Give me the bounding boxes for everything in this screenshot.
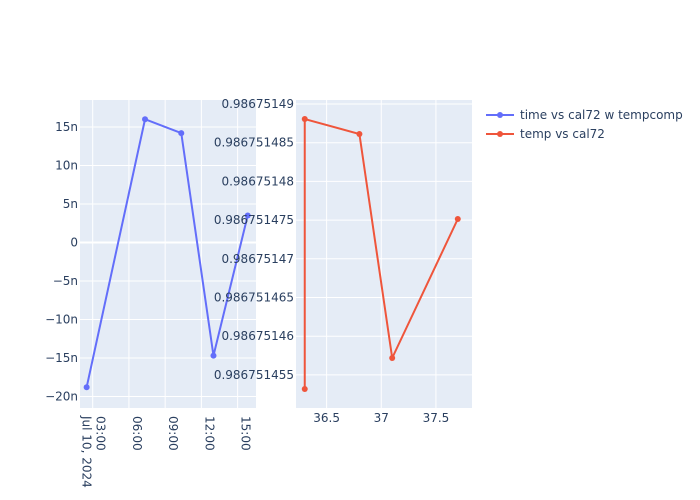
right-series-point xyxy=(389,355,396,361)
right-series-point xyxy=(301,116,308,122)
left-y-tick-label: 0 xyxy=(70,235,78,249)
left-y-tick-label: −10n xyxy=(45,312,78,326)
left-series-point xyxy=(210,352,217,359)
right-y-tick-label: 0.98675146 xyxy=(221,329,294,343)
right-x-tick-label: 37 xyxy=(374,411,389,425)
left-series-point xyxy=(178,130,185,137)
left-series-point xyxy=(83,384,90,391)
left-x-tick-label: 06:00 xyxy=(130,416,144,451)
legend: time vs cal72 w tempcomp temp vs cal72 xyxy=(486,108,683,141)
left-y-tick-label: −5n xyxy=(53,274,78,288)
left-x-tick-label: 12:00 xyxy=(202,416,216,451)
left-y-tick-label: −15n xyxy=(45,351,78,365)
right-x-tick-labels: 36.5 37 37.5 xyxy=(313,411,449,425)
right-series xyxy=(301,116,461,392)
right-y-tick-label: 0.986751465 xyxy=(214,291,294,305)
right-y-tick-label: 0.986751455 xyxy=(214,368,294,382)
legend-item[interactable]: temp vs cal72 xyxy=(486,127,605,141)
left-y-tick-label: −20n xyxy=(45,389,78,403)
left-series-point xyxy=(244,212,251,219)
left-series-point xyxy=(142,116,149,123)
legend-swatch-marker xyxy=(497,131,503,137)
right-x-tick-label: 36.5 xyxy=(313,411,340,425)
right-plot-background xyxy=(296,100,472,408)
right-y-tick-label: 0.98675149 xyxy=(221,97,294,111)
right-y-tick-label: 0.98675148 xyxy=(221,174,294,188)
left-subplot: 15n 10n 5n 0 −5n −10n −15n −20n 03:00 06:00 09:00… xyxy=(45,100,256,488)
right-subplot: 0.98675149 0.986751485 0.98675148 0.9867514… xyxy=(214,97,472,425)
right-y-tick-labels: 0.98675149 0.986751485 0.98675148 0.9867514… xyxy=(214,97,294,382)
right-y-tick-label: 0.98675147 xyxy=(221,252,294,266)
right-series-point xyxy=(356,131,363,137)
legend-label: time vs cal72 w tempcomp xyxy=(520,108,683,122)
left-y-tick-label: 15n xyxy=(55,120,78,134)
left-x-tick-label: 09:00 xyxy=(166,416,180,451)
left-y-tick-label: 10n xyxy=(55,158,78,172)
left-gridlines xyxy=(80,100,256,408)
legend-swatch-marker xyxy=(497,112,503,118)
right-x-tick-label: 37.5 xyxy=(423,411,450,425)
legend-item[interactable]: time vs cal72 w tempcomp xyxy=(486,108,683,122)
left-x-tick-label: 03:00 xyxy=(94,416,108,451)
right-series-point xyxy=(301,386,308,392)
left-y-tick-labels: 15n 10n 5n 0 −5n −10n −15n −20n xyxy=(45,120,78,404)
right-gridlines xyxy=(296,100,472,408)
right-y-tick-label: 0.986751485 xyxy=(214,136,294,150)
right-y-tick-label: 0.986751475 xyxy=(214,213,294,227)
right-series-point xyxy=(454,216,461,222)
left-x-tick-labels: 03:00 06:00 09:00 12:00 15:00 xyxy=(94,416,253,451)
left-series xyxy=(83,116,251,391)
left-y-tick-label: 5n xyxy=(63,197,78,211)
left-x-date-label: Jul 10, 2024 xyxy=(80,415,94,488)
left-plot-background xyxy=(80,100,256,408)
left-x-tick-label: 15:00 xyxy=(239,416,253,451)
legend-label: temp vs cal72 xyxy=(520,127,605,141)
